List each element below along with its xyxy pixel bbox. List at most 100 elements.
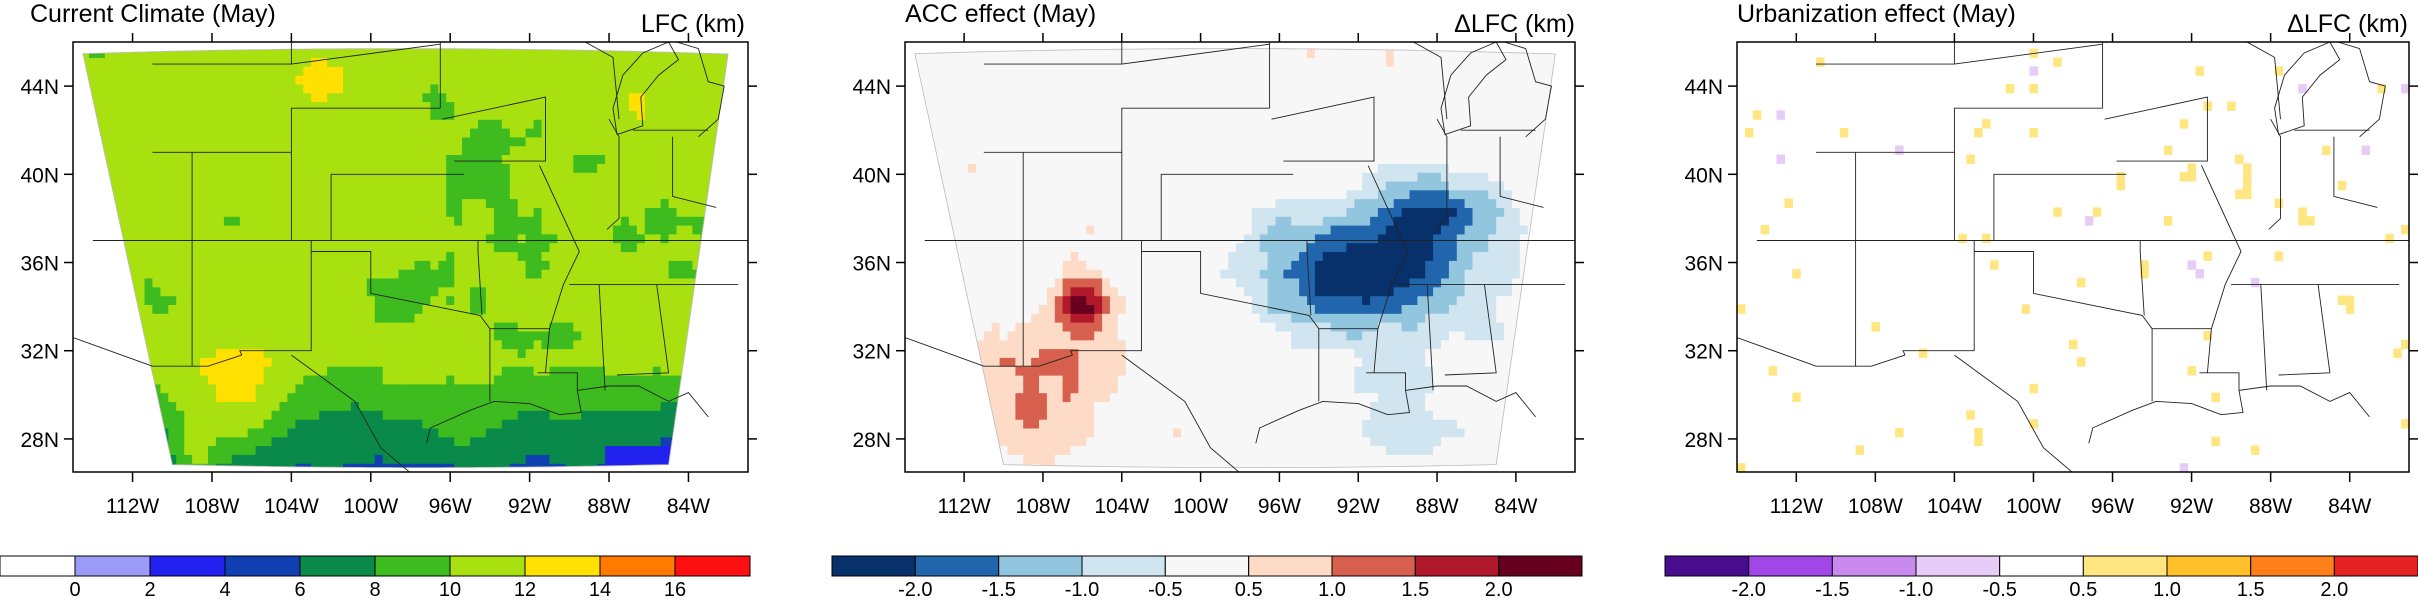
grid-cell bbox=[1109, 463, 1119, 468]
grid-cell bbox=[462, 136, 471, 147]
grid-cell bbox=[215, 251, 225, 261]
grid-cell bbox=[549, 216, 558, 226]
grid-cell bbox=[398, 145, 408, 155]
grid-cell bbox=[533, 401, 543, 411]
grid-cell bbox=[398, 269, 408, 279]
grid-cell bbox=[382, 322, 392, 332]
grid-cell bbox=[1472, 445, 1481, 455]
grid-cell bbox=[652, 330, 662, 341]
grid-cell bbox=[247, 92, 257, 103]
grid-cell bbox=[398, 233, 408, 244]
grid-cell bbox=[390, 286, 400, 297]
grid-cell bbox=[350, 330, 360, 341]
grid-cell bbox=[223, 233, 233, 244]
grid-cell bbox=[255, 216, 265, 226]
grid-cell bbox=[525, 339, 535, 350]
grid-cell bbox=[1480, 436, 1489, 447]
grid-cell bbox=[454, 198, 463, 208]
grid-cell bbox=[1283, 419, 1292, 429]
grid-cell bbox=[255, 277, 265, 288]
grid-cell bbox=[136, 260, 145, 270]
grid-cell bbox=[335, 180, 344, 191]
grid-cell bbox=[223, 313, 233, 323]
grid-cell bbox=[208, 348, 217, 358]
grid-cell bbox=[327, 119, 336, 129]
grid-cell bbox=[1354, 419, 1363, 429]
grid-cell bbox=[1204, 392, 1213, 402]
grid-cell bbox=[120, 92, 130, 103]
grid-cell bbox=[676, 348, 685, 358]
grid-cell bbox=[628, 348, 638, 358]
grid-cell bbox=[430, 233, 439, 244]
grid-cell bbox=[287, 427, 296, 438]
grid-cell bbox=[327, 313, 336, 323]
grid-cell bbox=[144, 225, 153, 235]
grid-cell bbox=[565, 251, 574, 261]
grid-cell bbox=[358, 436, 368, 447]
grid-cell bbox=[1102, 419, 1111, 429]
grid-cell bbox=[366, 313, 376, 323]
grid-cell bbox=[414, 154, 423, 164]
grid-cell bbox=[533, 427, 543, 438]
grid-cell bbox=[581, 427, 590, 438]
grid-cell bbox=[660, 189, 670, 200]
grid-cell bbox=[470, 216, 479, 226]
grid-cell bbox=[485, 136, 495, 147]
grid-cell bbox=[271, 339, 280, 350]
grid-cell bbox=[208, 75, 217, 85]
grid-cell bbox=[620, 172, 630, 182]
grid-cell bbox=[684, 286, 693, 297]
grid-cell bbox=[263, 322, 273, 332]
grid-cell bbox=[247, 339, 257, 350]
grid-cell bbox=[541, 304, 550, 314]
grid-cell bbox=[1448, 454, 1458, 464]
grid-cell bbox=[613, 366, 622, 376]
grid-cell bbox=[684, 66, 693, 76]
grid-cell bbox=[1441, 410, 1450, 420]
grid-cell bbox=[533, 277, 543, 288]
grid-cell bbox=[692, 136, 701, 147]
grid-cell bbox=[390, 445, 400, 455]
grid-cell bbox=[676, 304, 685, 314]
grid-cell bbox=[589, 401, 598, 411]
grid-cell bbox=[573, 277, 582, 288]
grid-cell bbox=[350, 48, 360, 58]
grid-cell bbox=[549, 277, 558, 288]
y-tick-label: 36N bbox=[20, 253, 59, 276]
grid-cell bbox=[454, 136, 463, 147]
grid-cell bbox=[223, 304, 233, 314]
grid-cell bbox=[454, 454, 463, 464]
grid-cell bbox=[239, 101, 249, 111]
grid-cell bbox=[279, 136, 288, 147]
grid-cell bbox=[454, 163, 463, 173]
grid-cell bbox=[112, 66, 122, 76]
grid-cell bbox=[573, 269, 582, 279]
grid-cell bbox=[493, 339, 503, 350]
grid-cell bbox=[589, 145, 598, 155]
grid-cell bbox=[573, 410, 582, 420]
grid-cell bbox=[208, 419, 217, 429]
grid-cell bbox=[382, 366, 392, 376]
grid-cell bbox=[517, 295, 527, 305]
grid-cell bbox=[446, 128, 455, 138]
grid-cell bbox=[295, 445, 304, 455]
grid-cell bbox=[454, 357, 463, 367]
grid-cell bbox=[366, 322, 376, 332]
grid-cell bbox=[493, 427, 503, 438]
grid-cell bbox=[374, 348, 384, 358]
grid-cell bbox=[184, 83, 193, 94]
grid-cell bbox=[176, 48, 185, 58]
grid-cell bbox=[366, 92, 376, 103]
grid-cell bbox=[509, 339, 519, 350]
grid-cell bbox=[1086, 419, 1095, 429]
grid-cell bbox=[1393, 401, 1403, 411]
grid-cell bbox=[279, 427, 288, 438]
grid-cell bbox=[231, 348, 241, 358]
grid-cell bbox=[620, 436, 630, 447]
y-tick-label: 28N bbox=[20, 429, 59, 452]
grid-cell bbox=[176, 295, 185, 305]
grid-cell bbox=[493, 304, 503, 314]
grid-cell bbox=[438, 101, 447, 111]
grid-cell bbox=[478, 383, 487, 394]
grid-cell bbox=[462, 463, 471, 468]
